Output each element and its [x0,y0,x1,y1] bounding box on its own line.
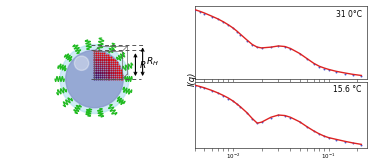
Circle shape [60,45,129,113]
Point [358,74,364,77]
Point [316,133,322,136]
Point [234,103,240,106]
Point [321,135,327,138]
Point [342,72,349,75]
Point [230,100,236,103]
Point [254,46,260,49]
Point [220,95,226,97]
Point [287,47,293,50]
Point [350,142,356,145]
Point [259,121,265,124]
Point [225,97,231,100]
Text: I(q): I(q) [187,72,197,86]
Point [230,27,236,30]
Text: 15.6 °C: 15.6 °C [333,85,361,94]
Point [297,53,303,55]
Point [325,137,332,139]
Text: $R_H$: $R_H$ [146,55,159,68]
Point [225,24,231,27]
Point [316,66,322,68]
Point [259,47,265,49]
Bar [94,51,122,79]
Point [215,18,221,21]
Point [215,92,221,95]
Point [197,11,203,13]
Point [311,130,317,133]
Point [297,121,303,124]
Point [244,112,250,114]
Point [244,39,250,42]
Point [287,116,293,119]
Point [268,116,274,119]
Point [333,139,339,141]
Point [342,141,349,143]
Point [276,45,282,47]
Point [282,46,288,48]
Point [237,33,243,36]
Point [192,84,198,87]
Point [197,86,203,88]
Point [192,9,198,12]
Point [249,118,256,120]
Point [254,122,260,125]
Point [282,115,288,117]
Point [358,143,364,146]
Point [304,58,310,60]
Point [350,73,356,76]
Point [201,12,207,15]
Point [311,62,317,65]
Point [325,69,332,71]
Point [209,15,215,18]
Point [333,70,339,73]
Point [321,67,327,70]
Text: $R$: $R$ [139,59,146,70]
Circle shape [74,56,89,70]
Point [201,87,207,89]
Point [234,30,240,33]
Point [220,21,226,24]
Point [276,114,282,117]
Point [268,46,274,49]
Point [237,106,243,109]
Text: 31 0°C: 31 0°C [336,10,361,19]
Point [209,89,215,92]
Point [249,44,256,46]
Point [304,126,310,128]
Circle shape [66,50,123,108]
